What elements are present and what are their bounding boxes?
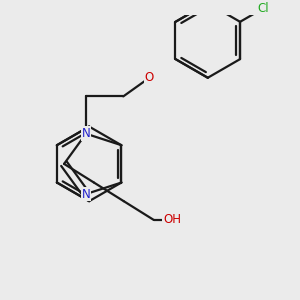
Text: Cl: Cl [257, 2, 268, 15]
Text: O: O [145, 71, 154, 84]
Text: N: N [82, 188, 90, 200]
Text: N: N [82, 127, 90, 140]
Text: OH: OH [163, 213, 181, 226]
